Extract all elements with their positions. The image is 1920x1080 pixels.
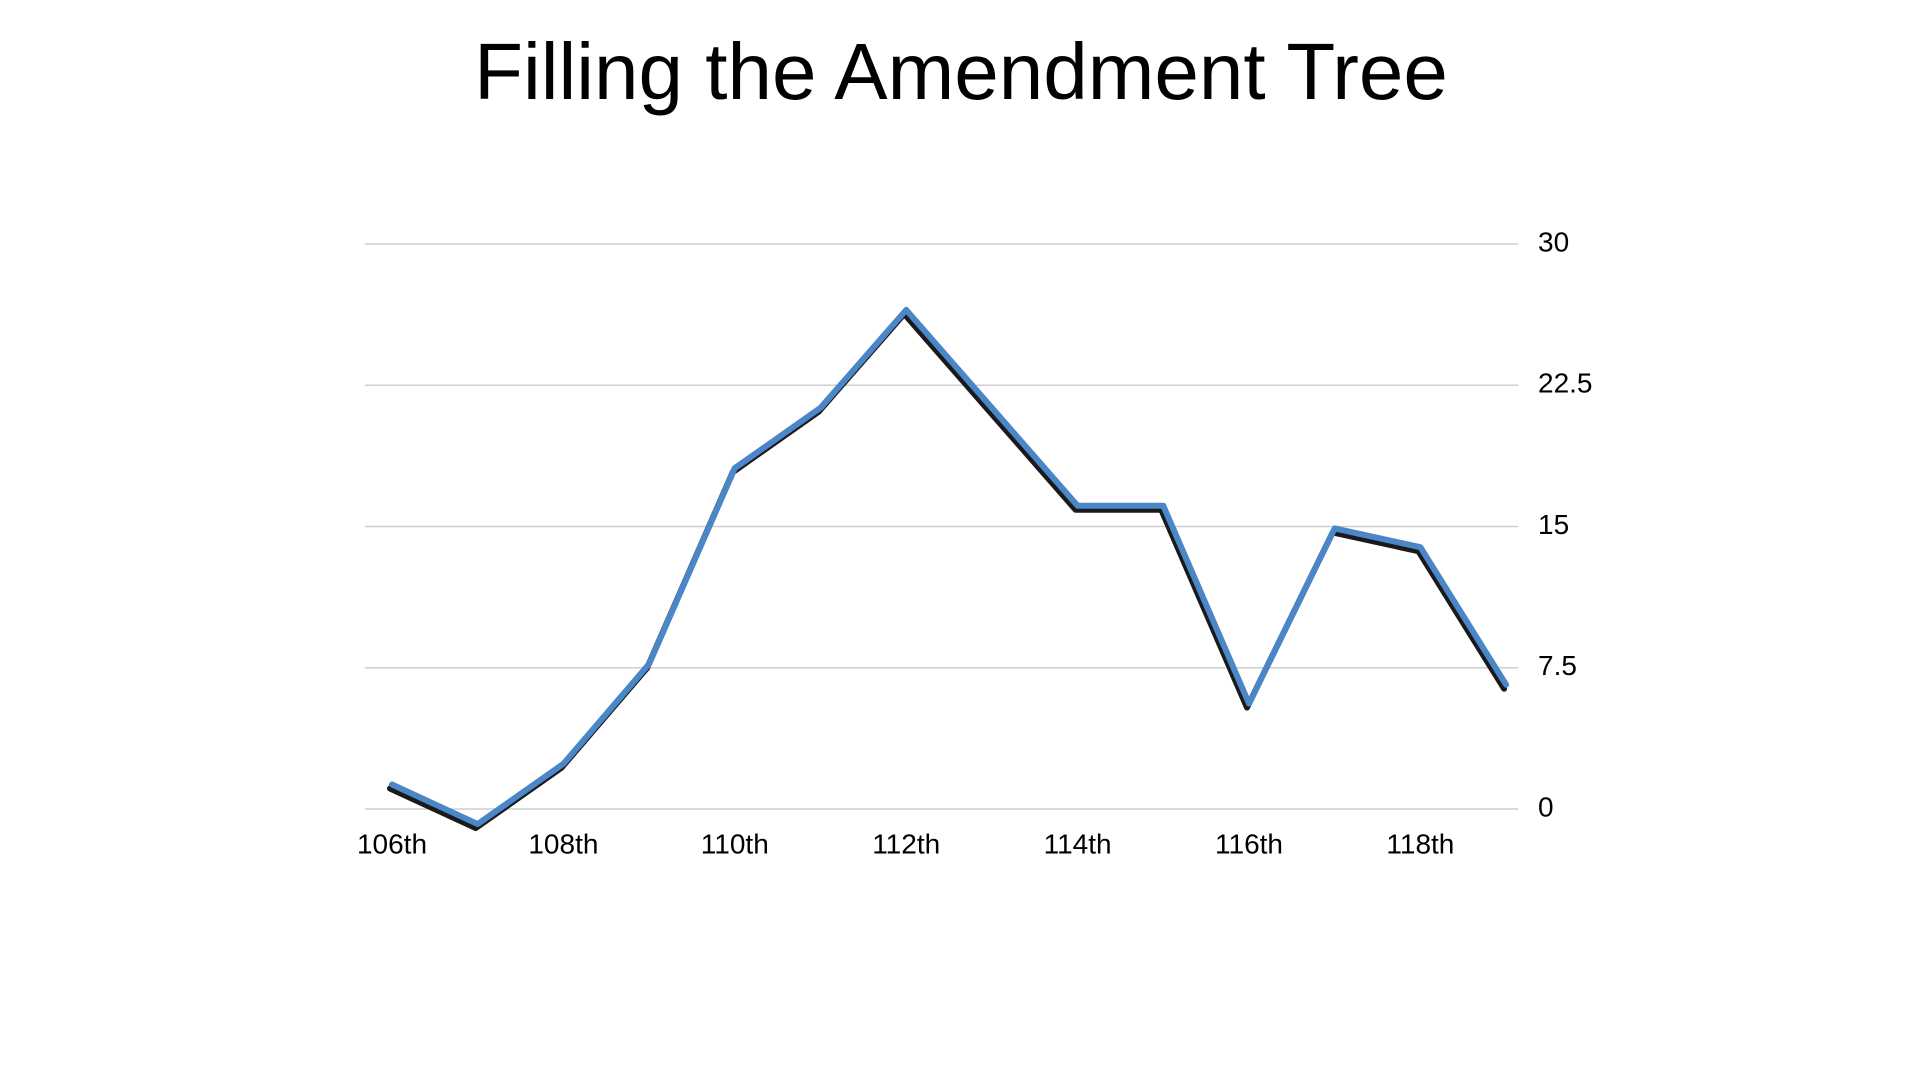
x-tick-label: 118th [1386,828,1454,859]
x-tick-label: 110th [701,828,769,859]
y-tick-label: 7.5 [1538,650,1577,681]
x-tick-label: 108th [528,828,598,859]
line-shadow [387,310,1508,832]
chart-title: Filling the Amendment Tree [474,27,1448,116]
x-tick-label: 106th [357,828,427,859]
y-tick-label: 30 [1538,226,1569,257]
x-tick-label: 114th [1044,828,1112,859]
y-tick-label: 22.5 [1538,368,1593,399]
line [389,306,1510,828]
x-tick-label: 112th [872,828,940,859]
y-tick-label: 0 [1538,791,1554,822]
x-tick-label: 116th [1215,828,1283,859]
y-tick-label: 15 [1538,509,1569,540]
